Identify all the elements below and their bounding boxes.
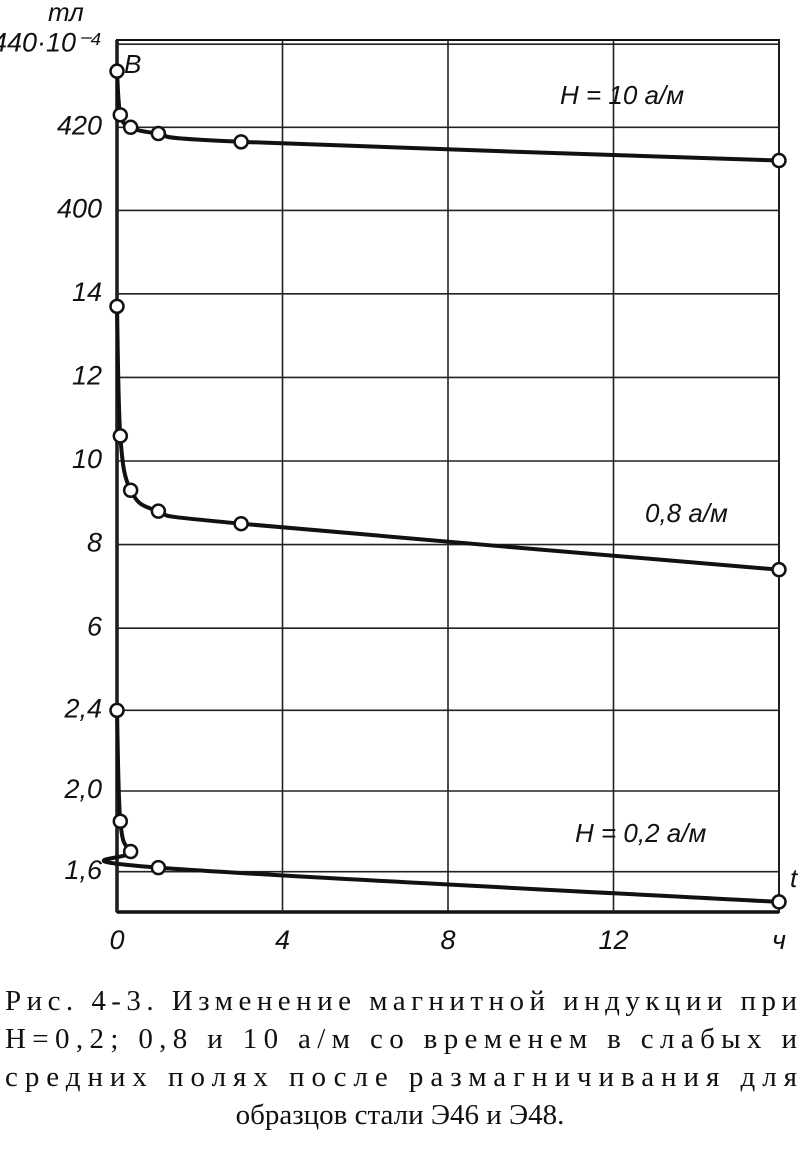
data-point [771, 561, 787, 578]
x-tick-label: 4 [275, 925, 290, 955]
data-point [233, 134, 249, 150]
y-tick-label: 12 [72, 361, 102, 391]
y-unit: тл [48, 0, 84, 27]
series-label: 0,8 а/м [645, 498, 728, 528]
x-axis-label: t [790, 863, 799, 893]
data-point [150, 859, 167, 876]
curve [101, 710, 780, 904]
caption-line: образцов стали Э46 и Э48. [236, 1099, 565, 1131]
y-tick-label: 6 [87, 611, 103, 641]
y-tick-label: 1,6 [64, 855, 103, 885]
caption-line: Рис. 4-3. Изменение магнитной индукции п… [5, 985, 797, 1017]
data-point [112, 107, 129, 123]
data-point [771, 894, 787, 910]
data-point [122, 482, 139, 499]
y-tick-label: 8 [87, 528, 102, 558]
y-tick-label: 420 [57, 110, 102, 140]
x-tick-label: 0 [109, 925, 124, 955]
data-point [150, 125, 167, 142]
data-point [112, 428, 129, 444]
data-point [771, 152, 787, 169]
data-point [109, 702, 125, 719]
x-tick-label: 12 [598, 925, 628, 955]
caption-line: H=0,2; 0,8 и 10 а/м со временем в слабых… [5, 1023, 797, 1055]
y-tick-label: 400 [57, 194, 102, 224]
y-tick-label: 14 [72, 277, 102, 307]
y-tick-label: 2,0 [63, 774, 102, 804]
series-label: H = 10 а/м [560, 80, 684, 110]
y-axis-label: B [124, 49, 141, 79]
data-point [109, 63, 125, 79]
series-label: H = 0,2 а/м [575, 818, 706, 848]
y-tick-label: 10 [72, 444, 102, 474]
data-point [122, 843, 139, 860]
data-point [122, 119, 139, 136]
caption-line: средних полях после размагничивания для [5, 1061, 797, 1093]
x-tick-label: ч [772, 925, 786, 955]
data-point [112, 813, 129, 829]
x-tick-label: 8 [440, 925, 455, 955]
data-point [109, 298, 125, 315]
data-point [150, 503, 167, 519]
y-tick-label: 2,4 [63, 693, 102, 723]
y-tick-label: 440·10⁻⁴ [0, 27, 102, 57]
data-point [233, 515, 249, 532]
